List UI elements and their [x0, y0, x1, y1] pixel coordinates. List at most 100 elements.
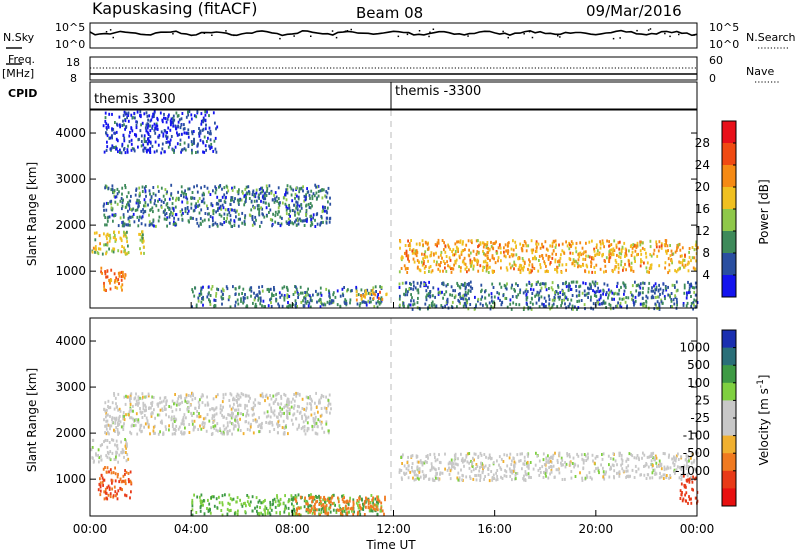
- heatmap-cell: [447, 301, 449, 304]
- heatmap-cell: [123, 456, 125, 459]
- heatmap-cell: [544, 297, 546, 300]
- heatmap-cell: [320, 396, 322, 399]
- heatmap-cell: [500, 476, 502, 479]
- heatmap-cell: [482, 471, 484, 474]
- heatmap-cell: [172, 400, 174, 403]
- heatmap-cell: [639, 243, 641, 246]
- heatmap-cell: [640, 253, 642, 256]
- heatmap-cell: [589, 471, 591, 474]
- heatmap-cell: [256, 189, 258, 192]
- heatmap-cell: [304, 497, 306, 500]
- heatmap-cell: [422, 470, 424, 473]
- heatmap-cell: [675, 457, 677, 460]
- heatmap-cell: [684, 254, 686, 257]
- heatmap-cell: [537, 291, 539, 294]
- noise-search-dot: [310, 36, 312, 38]
- heatmap-cell: [329, 501, 331, 504]
- heatmap-cell: [217, 393, 219, 396]
- heatmap-cell: [200, 139, 202, 142]
- heatmap-cell: [204, 136, 206, 139]
- heatmap-cell: [457, 299, 459, 302]
- heatmap-cell: [299, 412, 301, 415]
- heatmap-cell: [118, 480, 120, 483]
- heatmap-cell: [413, 299, 415, 302]
- heatmap-cell: [181, 422, 183, 425]
- heatmap-cell: [621, 298, 623, 301]
- heatmap-cell: [695, 294, 697, 297]
- heatmap-cell: [305, 213, 307, 216]
- heatmap-cell: [111, 136, 113, 139]
- heatmap-cell: [105, 116, 107, 119]
- heatmap-cell: [399, 295, 401, 298]
- heatmap-cell: [658, 289, 660, 292]
- heatmap-cell: [323, 303, 325, 306]
- heatmap-cell: [193, 412, 195, 415]
- heatmap-cell: [108, 452, 110, 455]
- heatmap-cell: [227, 513, 229, 516]
- heatmap-cell: [538, 474, 540, 477]
- heatmap-cell: [499, 244, 501, 247]
- heatmap-cell: [564, 292, 566, 295]
- heatmap-cell: [298, 507, 300, 510]
- heatmap-cell: [500, 286, 502, 289]
- heatmap-cell: [608, 455, 610, 458]
- heatmap-cell: [148, 393, 150, 396]
- heatmap-cell: [243, 502, 245, 505]
- heatmap-cell: [559, 454, 561, 457]
- heatmap-cell: [477, 239, 479, 242]
- heatmap-cell: [478, 455, 480, 458]
- heatmap-cell: [248, 503, 250, 506]
- heatmap-cell: [592, 454, 594, 457]
- heatmap-cell: [608, 240, 610, 243]
- heatmap-cell: [496, 459, 498, 462]
- heatmap-cell: [431, 271, 433, 274]
- heatmap-cell: [427, 243, 429, 246]
- heatmap-cell: [650, 245, 652, 248]
- heatmap-cell: [286, 222, 288, 225]
- heatmap-cell: [504, 284, 506, 287]
- heatmap-cell: [295, 299, 297, 302]
- heatmap-cell: [154, 123, 156, 126]
- heatmap-cell: [104, 401, 106, 404]
- heatmap-cell: [117, 430, 119, 433]
- heatmap-cell: [371, 494, 373, 497]
- heatmap-cell: [174, 432, 176, 435]
- heatmap-cell: [245, 420, 247, 423]
- heatmap-cell: [161, 147, 163, 150]
- heatmap-cell: [190, 113, 192, 116]
- heatmap-cell: [489, 454, 491, 457]
- heatmap-cell: [655, 462, 657, 465]
- heatmap-cell: [423, 262, 425, 265]
- heatmap-cell: [165, 396, 167, 399]
- heatmap-cell: [578, 255, 580, 258]
- heatmap-cell: [449, 473, 451, 476]
- heatmap-cell: [587, 287, 589, 290]
- heatmap-cell: [101, 474, 103, 477]
- heatmap-cell: [263, 216, 265, 219]
- heatmap-cell: [158, 144, 160, 147]
- heatmap-cell: [526, 293, 528, 296]
- heatmap-cell: [252, 302, 254, 305]
- heatmap-cell: [105, 235, 107, 238]
- heatmap-cell: [150, 413, 152, 416]
- heatmap-cell: [160, 112, 162, 115]
- heatmap-cell: [304, 219, 306, 222]
- heatmap-cell: [199, 135, 201, 138]
- heatmap-cell: [562, 293, 564, 296]
- heatmap-cell: [325, 288, 327, 291]
- heatmap-cell: [323, 188, 325, 191]
- heatmap-cell: [91, 456, 93, 459]
- heatmap-cell: [440, 261, 442, 264]
- heatmap-cell: [328, 399, 330, 402]
- heatmap-cell: [274, 214, 276, 217]
- heatmap-cell: [571, 477, 573, 480]
- heatmap-cell: [528, 258, 530, 261]
- heatmap-cell: [129, 496, 131, 499]
- y-tick-label: 1000: [55, 264, 86, 278]
- heatmap-cell: [337, 303, 339, 306]
- noise-search-dot: [502, 31, 504, 33]
- heatmap-cell: [223, 289, 225, 292]
- heatmap-cell: [287, 398, 289, 401]
- heatmap-cell: [210, 294, 212, 297]
- heatmap-cell: [295, 302, 297, 305]
